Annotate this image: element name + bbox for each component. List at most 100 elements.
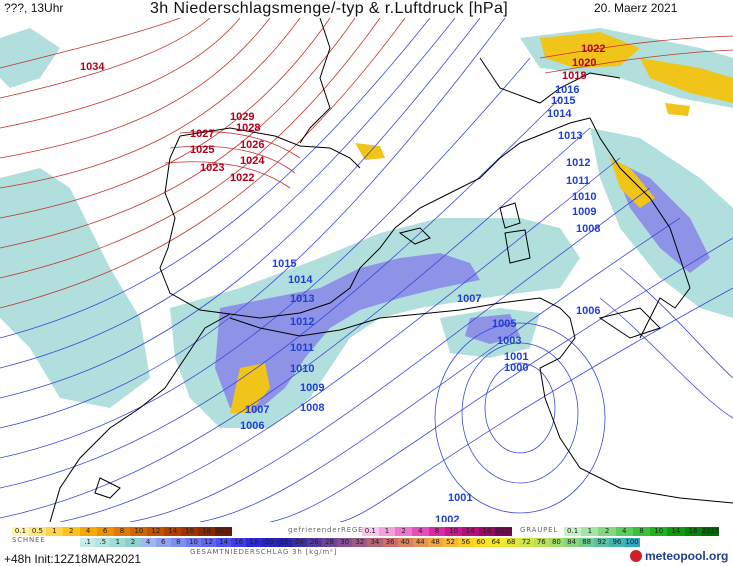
legend-cell: 40 [397,538,413,547]
legend-cell: .5 [95,538,111,547]
legend-cell: 2025+ [701,527,719,536]
legend-cell: 0.1 [12,527,29,536]
isobar-label: 1013 [558,130,583,142]
isobar-label: 1011 [566,175,590,187]
legend-cell: 0.1 [564,527,582,536]
isobar-label: 1025 [190,144,215,156]
logo-icon [630,550,642,562]
legend-cell: 4 [411,527,429,536]
legend-cell: 2 [62,527,80,536]
isobars-low [0,18,733,522]
isobar-label: 1015 [272,258,297,270]
isobar-label: 1011 [290,342,314,354]
legend-cell: 72 [518,538,534,547]
legend-cell: 88 [579,538,595,547]
legend-cell: 8 [428,527,446,536]
isobar-label: 1012 [290,316,315,328]
isobar-label: 1015 [551,95,576,107]
legend-cell: 96 [609,538,625,547]
legend-cell: 1 [45,527,63,536]
map-svg [0,18,733,522]
graupel-title: GRAUPEL [520,526,559,534]
isobar-label: 1007 [457,293,482,305]
isobar-label: 1027 [190,128,215,140]
map-area: 1034 1029 1028 1027 1026 1025 1024 1023 … [0,18,733,522]
legend-cell: 64 [488,538,504,547]
isobar-label: 1007 [245,404,270,416]
isobar-label: 1006 [240,420,265,432]
legend-cell: 80 [548,538,564,547]
legend-cell: 0.1 [362,527,379,536]
legend-cell: 10 [185,538,201,547]
weekday-time: ???, 13Uhr [4,1,64,15]
isobar-label: 1020 [572,57,597,69]
legend-cell: 100 [624,538,640,547]
legend-cell: 8 [632,527,651,536]
legend-cell: 32 [352,538,368,547]
legend-cell: 14 [216,538,232,547]
legend-cell: 1 [581,527,599,536]
legend-cell: 2 [395,527,412,536]
legend-cell: 20 [261,538,277,547]
legend-cell: 6 [96,527,114,536]
freezing-rain-title: gefrierenderREGEN [288,526,370,534]
legend-cell: 68 [503,538,519,547]
isobar-label: 1009 [572,206,597,218]
legend-cell: 12 [147,527,165,536]
legend-cell: 26 [306,538,322,547]
isobar-label: 1029 [230,111,255,123]
isobar-label: 1023 [200,162,225,174]
legend-cell: 10 [445,527,462,536]
isobar-label: 1014 [547,108,572,120]
legend-cell: 4 [615,527,633,536]
legend-cell: 0.5 [28,527,46,536]
coastlines [49,18,733,522]
isobar-label: 1022 [581,43,606,55]
legend-cell: 8 [113,527,131,536]
legend-cell: 48 [427,538,443,547]
isobars-high [0,18,733,309]
isobar-label: 1022 [230,172,255,184]
isobar-label: 1000 [504,362,529,374]
isobar-label: 1003 [497,335,522,347]
isobar-label: 1006 [576,305,601,317]
legend-cell: 6 [155,538,171,547]
isobar-label: 1012 [566,157,591,169]
snow-areas [230,32,733,413]
legend-cell: 16 [231,538,247,547]
legend-cell: 60 [473,538,489,547]
legend-cell: 36 [382,538,398,547]
legend-cell: 22 [276,538,292,547]
legend-cell: 14 [461,527,479,536]
legend-cell: 2025+ [495,527,512,536]
legend-cell: 16 [684,527,702,536]
legend-cell: 92 [594,538,610,547]
legend-cell: 34 [367,538,383,547]
legend-cell: 2025+ [215,527,232,536]
legend-cell: 56 [458,538,474,547]
legend-cell: 18 [198,527,216,536]
map-title: 3h Niederschlagsmenge/-typ & r.Luftdruck… [150,0,509,17]
total-precip-scale: .1.5 1 2 4 6 8 10 12 14 16 18 20 22 24 26 28 30 32 34 36 40 4… [80,538,640,547]
isobar-label: 1028 [236,122,261,134]
isobar-label: 1010 [572,191,597,203]
isobar-label: 1014 [288,274,313,286]
total-precip-title: GESAMTNIEDERSCHLAG 3h [kg/m²] [190,548,338,556]
isobar-label: 1001 [448,492,473,504]
isobar-label: 1026 [240,139,265,151]
isobar-label: 1005 [492,318,517,330]
legend-cell: 84 [564,538,580,547]
legend-cell: 28 [322,538,338,547]
legend-cell: 2 [125,538,141,547]
isobar-label: 1034 [80,61,105,73]
meteopool-logo[interactable]: meteopool.org [630,549,728,563]
precipitation-light [0,28,733,428]
legend-cell: 30 [337,538,353,547]
legend-cell: 14 [164,527,182,536]
isobar-label: 1001 [504,351,529,363]
legend-cell: 14 [667,527,685,536]
legend-cell: 44 [412,538,428,547]
isobar-label: 1002 [435,514,460,523]
